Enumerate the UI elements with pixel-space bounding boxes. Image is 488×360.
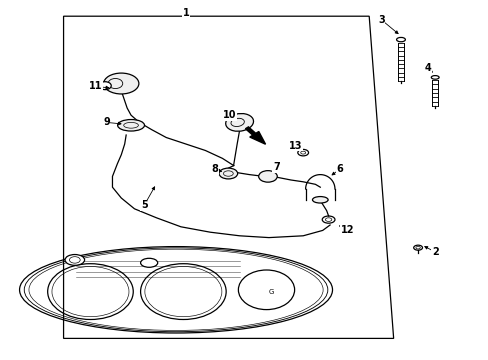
Text: 9: 9 [103,117,110,127]
Ellipse shape [396,37,405,42]
Text: 11: 11 [88,81,102,91]
Text: G: G [268,289,273,294]
Ellipse shape [99,82,111,90]
Ellipse shape [118,120,144,131]
Text: 4: 4 [424,63,430,73]
Text: 7: 7 [272,162,279,172]
Text: 10: 10 [223,110,236,120]
Ellipse shape [225,113,253,131]
Ellipse shape [219,168,237,179]
Text: 5: 5 [141,200,147,210]
Text: 1: 1 [182,8,189,18]
Text: 6: 6 [336,164,343,174]
Text: 2: 2 [431,247,438,257]
Ellipse shape [103,73,139,94]
Text: 3: 3 [377,15,384,25]
Ellipse shape [430,76,438,79]
Ellipse shape [141,258,157,267]
Text: 13: 13 [288,141,302,151]
Ellipse shape [65,255,84,265]
FancyArrow shape [245,127,265,144]
Text: 8: 8 [211,164,218,174]
Ellipse shape [258,171,277,182]
Text: 12: 12 [340,225,353,235]
Ellipse shape [312,197,327,203]
